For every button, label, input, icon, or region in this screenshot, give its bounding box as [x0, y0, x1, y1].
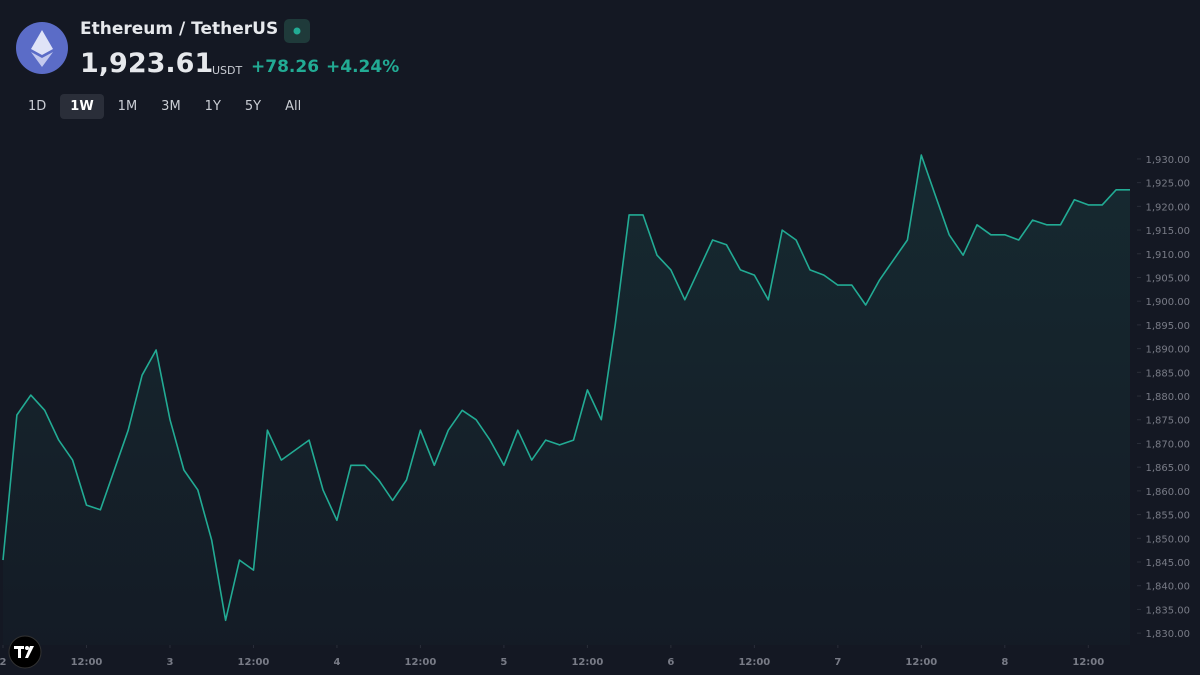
- y-tick-label: 1,870.00: [1145, 439, 1190, 450]
- range-selector: 1D 1W 1M 3M 1Y 5Y All: [18, 94, 311, 119]
- y-tick-label: 1,890.00: [1145, 345, 1190, 356]
- x-tick-label: 12:00: [1072, 657, 1104, 668]
- y-tick-label: 1,840.00: [1145, 582, 1190, 593]
- y-tick-label: 1,885.00: [1145, 368, 1190, 379]
- y-tick-label: 1,830.00: [1145, 629, 1190, 640]
- y-tick-label: 1,835.00: [1145, 605, 1190, 616]
- x-tick-label: 8: [1001, 657, 1008, 668]
- price: 1,923.61: [80, 48, 214, 79]
- plot: 1,830.00 1,835.00 1,840.00 1,845.00 1,850.00…: [0, 154, 1190, 668]
- y-tick-label: 1,910.00: [1145, 250, 1190, 261]
- range-button[interactable]: All: [285, 99, 302, 114]
- range-button[interactable]: 1Y: [204, 99, 221, 114]
- y-tick-label: 1,900.00: [1145, 297, 1190, 308]
- x-tick-label: 4: [333, 657, 340, 668]
- x-tick-label: 12:00: [738, 657, 770, 668]
- y-tick-label: 1,905.00: [1145, 273, 1190, 284]
- x-tick-label: 7: [834, 657, 841, 668]
- price-change: +78.26: [251, 57, 320, 77]
- range-button[interactable]: 3M: [161, 99, 181, 114]
- y-tick-label: 1,880.00: [1145, 392, 1190, 403]
- y-tick-label: 1,875.00: [1145, 416, 1190, 427]
- y-tick-label: 1,920.00: [1145, 202, 1190, 213]
- y-tick-label: 1,845.00: [1145, 558, 1190, 569]
- range-button[interactable]: 1M: [117, 99, 138, 114]
- x-tick-label: 3: [166, 657, 173, 668]
- x-tick-label: 12:00: [571, 657, 603, 668]
- percent-change: +4.24%: [326, 57, 400, 77]
- y-tick-label: 1,850.00: [1145, 534, 1190, 545]
- x-tick-label: 12:00: [71, 657, 103, 668]
- range-button[interactable]: 5Y: [244, 99, 262, 114]
- y-tick-label: 1,915.00: [1145, 226, 1190, 237]
- y-tick-label: 1,925.00: [1145, 179, 1190, 190]
- y-tick-label: 1,895.00: [1145, 321, 1190, 332]
- y-tick-label: 1,855.00: [1145, 511, 1190, 522]
- currency: USDT: [212, 64, 243, 77]
- x-tick-label: 2: [0, 657, 7, 668]
- range-button[interactable]: 1D: [28, 99, 47, 114]
- x-tick-label: 12:00: [238, 657, 270, 668]
- price-line: [2, 154, 1130, 622]
- y-tick-label: 1,865.00: [1145, 463, 1190, 474]
- pair-title: Ethereum / TetherUS: [80, 19, 279, 39]
- x-tick-label: 6: [667, 657, 674, 668]
- tv-logo: [8, 635, 42, 669]
- area-fill: [3, 155, 1130, 645]
- x-tick-label: 12:00: [905, 657, 937, 668]
- range-button[interactable]: 1W: [60, 94, 104, 119]
- status-badge: [284, 19, 310, 43]
- x-tick-label: 5: [500, 657, 507, 668]
- y-tick-label: 1,930.00: [1145, 155, 1190, 166]
- eth-logo: [16, 22, 68, 74]
- y-tick-label: 1,860.00: [1145, 487, 1190, 498]
- x-tick-label: 12:00: [405, 657, 437, 668]
